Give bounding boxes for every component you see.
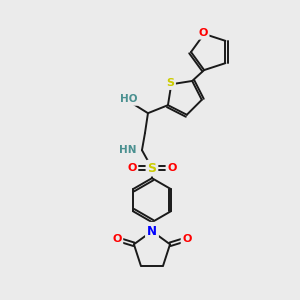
Text: N: N [147, 224, 157, 237]
Text: S: S [166, 78, 174, 88]
Text: HO: HO [120, 94, 138, 104]
Text: O: O [182, 234, 192, 244]
Text: S: S [148, 162, 157, 175]
Text: O: O [127, 163, 136, 173]
Text: HN: HN [119, 145, 137, 155]
Text: O: O [167, 163, 177, 173]
Text: N: N [147, 225, 157, 238]
Text: O: O [112, 234, 122, 244]
Text: O: O [198, 28, 208, 38]
